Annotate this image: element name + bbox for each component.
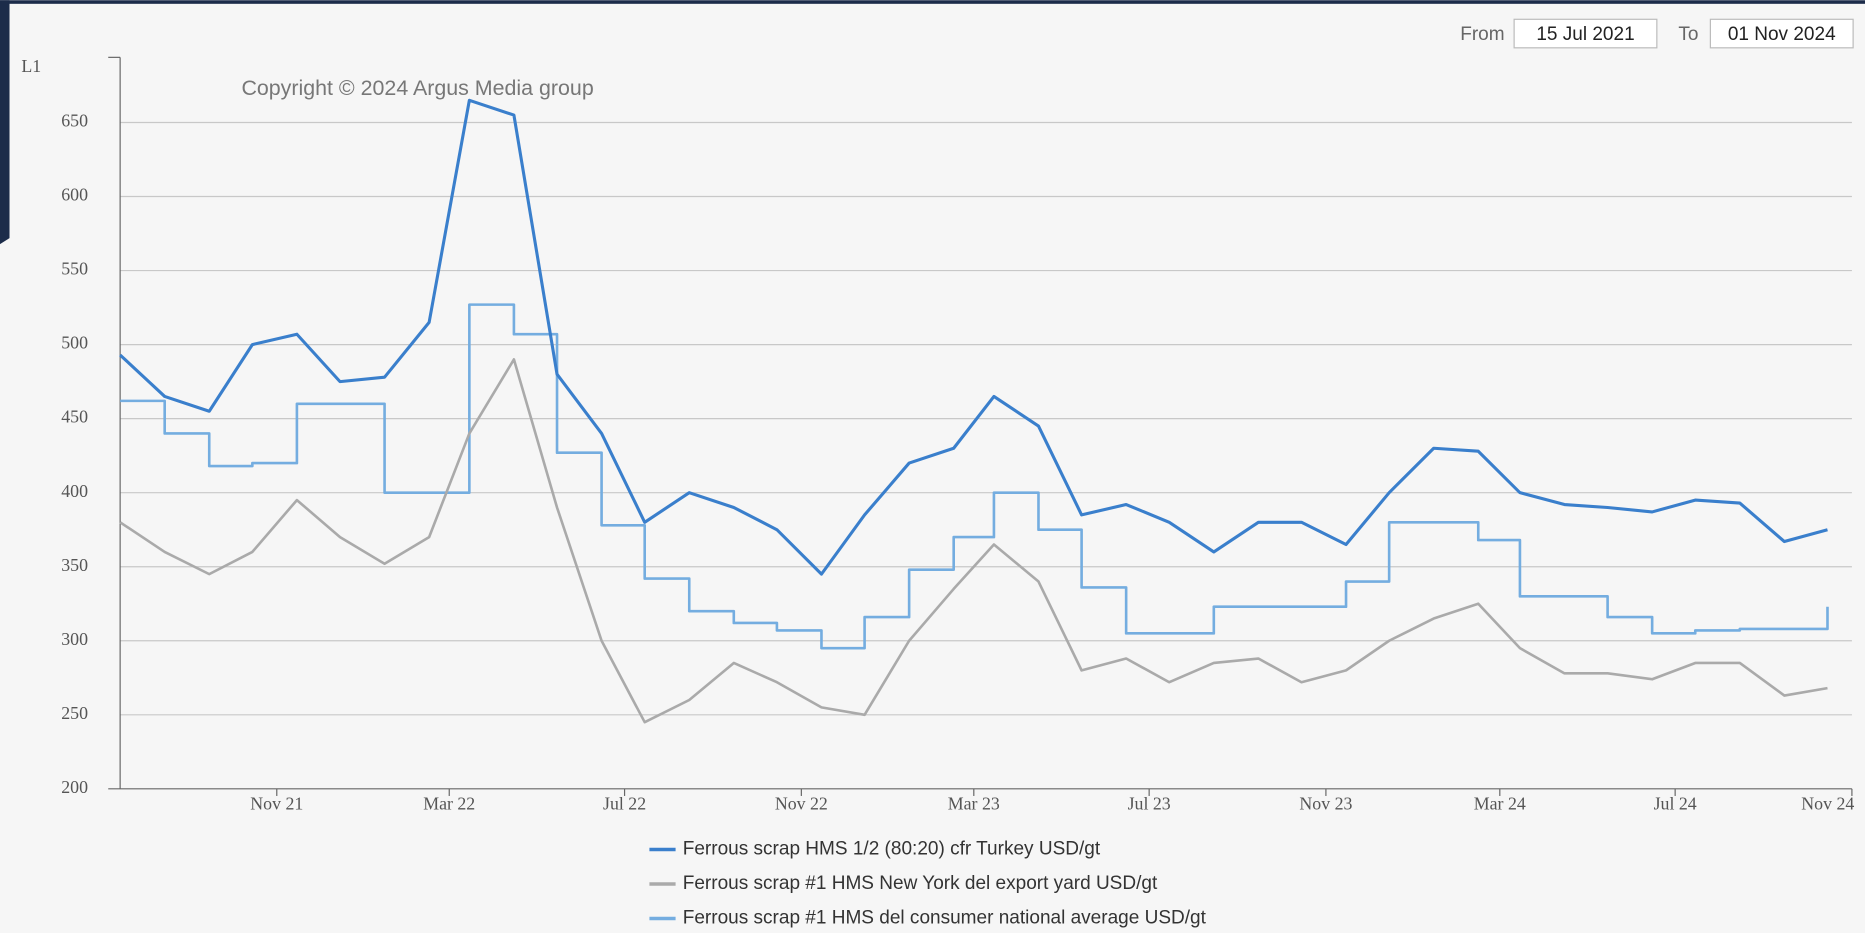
y-tick-label: 200 [61,777,88,797]
x-tick-label: Nov 22 [775,794,828,814]
from-date[interactable]: 15 Jul 2021 [1536,24,1634,45]
to-label: To [1678,24,1698,45]
x-tick-label: Nov 21 [250,794,303,814]
from-box[interactable] [1513,18,1658,49]
x-tick-label: Mar 24 [1474,794,1526,814]
legend-label: Ferrous scrap #1 HMS del consumer nation… [683,908,1207,929]
x-tick-label: Jul 24 [1654,794,1697,814]
y-tick-label: 300 [61,629,88,649]
y-tick-label: 550 [61,259,88,279]
y-tick-label: 400 [61,481,88,501]
to-date[interactable]: 01 Nov 2024 [1728,24,1836,45]
series-line [119,98,1828,576]
legend-label: Ferrous scrap #1 HMS New York del export… [683,873,1158,894]
y-tick-label: 650 [61,111,88,131]
y-tick-label: 450 [61,407,88,427]
y-axis-label: L1 [21,56,41,76]
y-tick-label: 250 [61,703,88,723]
x-tick-label: Mar 23 [948,794,1000,814]
y-tick-label: 600 [61,185,88,205]
left-edge [0,0,10,245]
from-label: From [1460,24,1504,45]
series-line [119,358,1828,724]
legend-label: Ferrous scrap HMS 1/2 (80:20) cfr Turkey… [683,839,1101,860]
x-tick-label: Jul 23 [1128,794,1171,814]
to-box[interactable] [1709,18,1854,49]
x-tick-label: Jul 22 [603,794,646,814]
y-tick-label: 350 [61,555,88,575]
x-tick-label: Mar 22 [423,794,475,814]
series-line [120,303,1829,650]
top-edge [0,0,1865,4]
copyright: Copyright © 2024 Argus Media group [241,76,593,100]
x-tick-label: Nov 23 [1299,794,1352,814]
y-tick-label: 500 [61,333,88,353]
x-tick-label: Nov 24 [1801,794,1854,814]
